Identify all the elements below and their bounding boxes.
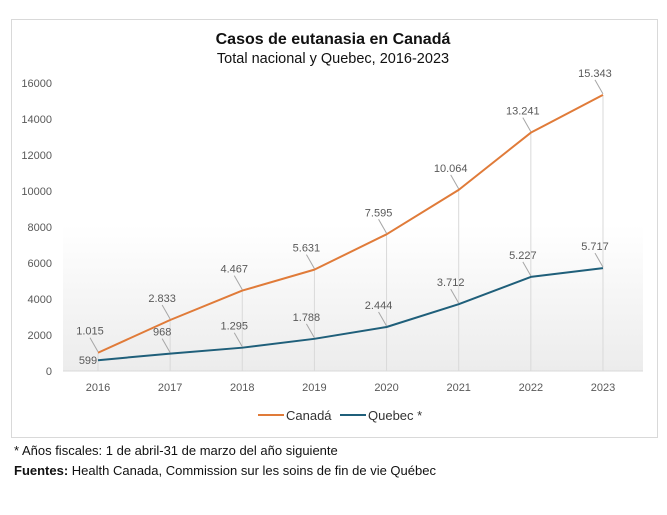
leader-line [233,332,243,347]
data-label: 7.595 [365,207,393,219]
leader-line [594,79,604,95]
leader-line [89,337,99,352]
x-tick-label: 2016 [86,382,110,394]
chart-title: Casos de eutanasia en Canadá [216,31,451,48]
data-label: 1.788 [293,312,321,324]
legend-label: Quebec * [368,408,422,423]
data-label: 5.631 [293,243,321,255]
y-tick-label: 16000 [21,78,52,90]
y-tick-label: 12000 [21,150,52,162]
series-line-canada [97,93,604,354]
sources-label: Fuentes: [14,463,69,478]
footnote: * Años fiscales: 1 de abril-31 de marzo … [14,443,338,458]
x-tick-label: 2018 [230,382,254,394]
y-tick-label: 8000 [28,222,52,234]
data-label: 13.241 [506,106,540,118]
data-label: 1.015 [76,326,104,338]
data-label: 5.227 [509,250,537,262]
plot-background [63,225,643,371]
leader-line [305,323,315,339]
data-label: 2.444 [365,300,393,312]
data-label: 968 [153,327,171,339]
leader-line [594,252,604,268]
leader-line [378,311,387,327]
y-tick-label: 4000 [28,294,52,306]
leader-line [522,261,532,277]
leader-line [233,275,243,290]
x-tick-label: 2021 [446,382,470,394]
y-tick-label: 0 [46,366,52,378]
data-label: 2.833 [148,293,176,305]
data-label: 10.064 [434,163,468,175]
x-tick-label: 2022 [519,382,543,394]
x-tick-label: 2023 [591,382,615,394]
sources: Fuentes: Health Canada, Commission sur l… [14,463,436,478]
data-label: 3.712 [437,277,465,289]
y-tick-label: 6000 [28,258,52,270]
leader-line [161,338,171,353]
chart-subtitle: Total nacional y Quebec, 2016-2023 [217,51,449,67]
legend-label: Canadá [286,408,332,423]
sources-text: Health Canada, Commission sur les soins … [68,463,436,478]
leader-line [450,174,460,190]
data-label: 15.343 [578,68,612,80]
x-tick-label: 2019 [302,382,326,394]
leader-line [305,254,315,269]
line-chart: Casos de eutanasia en Canadá Total nacio… [21,31,643,423]
x-tick-label: 2017 [158,382,182,394]
y-tick-label: 10000 [21,186,52,198]
y-tick-label: 14000 [21,114,52,126]
data-label: 599 [79,355,97,367]
x-tick-label: 2020 [374,382,398,394]
data-label: 1.295 [221,321,249,333]
series-line-quebec [97,267,604,362]
data-label: 4.467 [221,264,249,276]
y-tick-label: 2000 [28,330,52,342]
leader-line [450,288,460,304]
leader-line [161,304,171,320]
leader-line [522,117,532,132]
data-label: 5.717 [581,241,609,253]
leader-line [378,219,387,234]
